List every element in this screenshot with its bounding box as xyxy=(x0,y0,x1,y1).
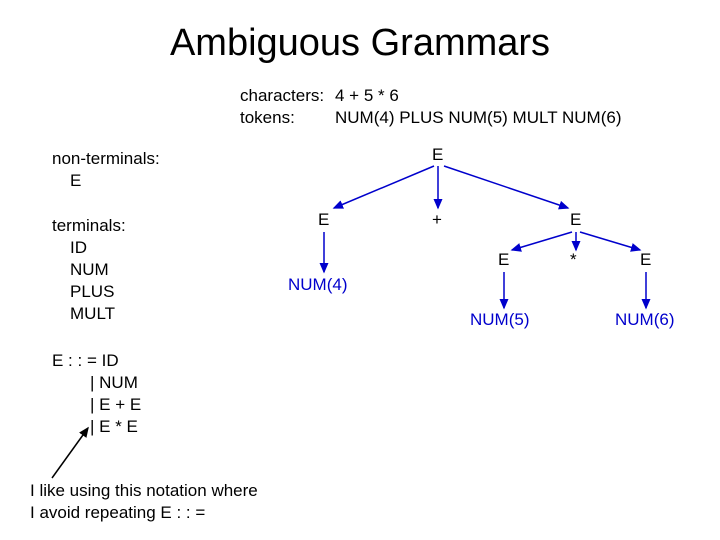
tree-l2-e-right: E xyxy=(640,250,651,270)
terminal-num: NUM xyxy=(70,259,109,282)
nonterminals-item: E xyxy=(70,170,81,193)
characters-label: characters: xyxy=(240,85,324,108)
grammar-line-3: | E + E xyxy=(90,394,141,417)
terminals-header: terminals: xyxy=(52,215,126,238)
terminal-mult: MULT xyxy=(70,303,115,326)
terminal-id: ID xyxy=(70,237,87,260)
grammar-line-4: | E * E xyxy=(90,416,138,439)
tree-l1-e-right: E xyxy=(570,210,581,230)
tree-num5: NUM(5) xyxy=(470,310,530,330)
tree-root: E xyxy=(432,145,443,165)
nonterminals-header: non-terminals: xyxy=(52,148,160,171)
note-line-1: I like using this notation where xyxy=(30,480,258,503)
note-line-2: I avoid repeating E : : = xyxy=(30,502,205,525)
grammar-line-2: | NUM xyxy=(90,372,138,395)
terminal-plus: PLUS xyxy=(70,281,114,304)
page-title: Ambiguous Grammars xyxy=(0,22,720,65)
tree-l2-star: * xyxy=(570,250,577,270)
tree-l1-plus: + xyxy=(432,210,442,230)
tokens-label: tokens: xyxy=(240,107,295,130)
characters-value: 4 + 5 * 6 xyxy=(335,85,399,108)
tokens-value: NUM(4) PLUS NUM(5) MULT NUM(6) xyxy=(335,107,622,130)
tree-num6: NUM(6) xyxy=(615,310,675,330)
tree-l2-e-left: E xyxy=(498,250,509,270)
grammar-line-1: E : : = ID xyxy=(52,350,119,373)
tree-num4: NUM(4) xyxy=(288,275,348,295)
tree-l1-e-left: E xyxy=(318,210,329,230)
